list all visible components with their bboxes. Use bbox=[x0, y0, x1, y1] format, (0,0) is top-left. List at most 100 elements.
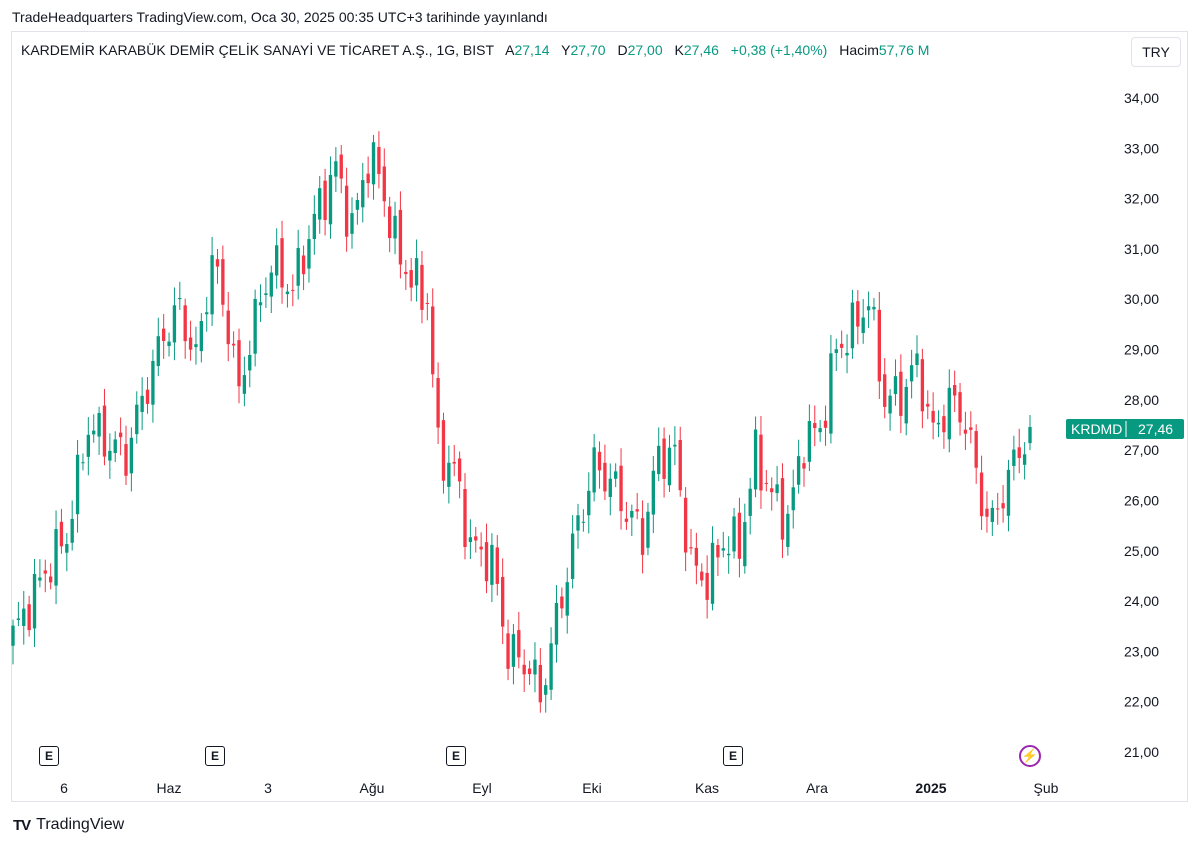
candle-down bbox=[452, 461, 456, 464]
candle-down bbox=[188, 337, 193, 350]
currency-button[interactable]: TRY bbox=[1131, 37, 1181, 67]
candle-up bbox=[490, 544, 494, 585]
price-tag-symbol: KRDMD bbox=[1071, 421, 1122, 437]
candle-down bbox=[603, 462, 607, 492]
candle-up bbox=[269, 272, 273, 297]
candle-down bbox=[856, 301, 860, 327]
tradingview-logo-icon: TV bbox=[13, 816, 31, 834]
candle-down bbox=[420, 264, 424, 310]
candle-up bbox=[75, 454, 80, 515]
high-value: 27,70 bbox=[570, 42, 606, 58]
candle-down bbox=[958, 392, 962, 423]
candle-up bbox=[108, 450, 112, 461]
candle-down bbox=[839, 343, 844, 348]
candle-down bbox=[780, 478, 785, 540]
candle-up bbox=[753, 429, 758, 490]
y-axis-tick-label: 22,00 bbox=[1124, 694, 1159, 710]
candle-up bbox=[361, 180, 365, 208]
candle-up bbox=[393, 215, 397, 239]
candle-up bbox=[646, 511, 650, 548]
candle-up bbox=[97, 413, 101, 437]
candle-down bbox=[59, 521, 64, 547]
x-axis-tick-label: 3 bbox=[264, 780, 272, 796]
candle-down bbox=[409, 270, 413, 288]
candle-up bbox=[328, 174, 333, 225]
y-axis-tick-label: 32,00 bbox=[1124, 191, 1159, 207]
candle-down bbox=[974, 431, 978, 468]
low-value: 27,00 bbox=[627, 42, 663, 58]
low-label: D bbox=[617, 42, 628, 58]
candle-up bbox=[748, 488, 752, 516]
candle-up bbox=[651, 470, 656, 515]
candle-up bbox=[829, 353, 833, 434]
y-axis-tick-label: 25,00 bbox=[1124, 543, 1159, 559]
candle-up bbox=[554, 602, 559, 645]
x-axis-tick-label: Eki bbox=[582, 780, 601, 796]
candle-down bbox=[737, 512, 742, 559]
candle-up bbox=[587, 490, 591, 516]
candle-down bbox=[479, 546, 483, 550]
candle-down bbox=[979, 472, 984, 517]
candle-up bbox=[350, 213, 354, 234]
candle-up bbox=[576, 515, 580, 531]
earnings-event-marker[interactable]: E bbox=[205, 746, 225, 766]
candle-down bbox=[215, 259, 220, 267]
candle-down bbox=[484, 542, 489, 582]
candles bbox=[11, 131, 1032, 713]
lightning-icon[interactable]: ⚡ bbox=[1019, 745, 1041, 767]
x-axis-tick-label: Haz bbox=[157, 780, 182, 796]
candle-up bbox=[81, 462, 85, 464]
change-value: +0,38 (+1,40%) bbox=[730, 42, 828, 58]
candle-up bbox=[581, 521, 586, 523]
candle-up bbox=[38, 577, 42, 581]
candle-up bbox=[258, 302, 263, 306]
candle-up bbox=[92, 430, 96, 435]
candle-down bbox=[145, 389, 150, 404]
candle-down bbox=[366, 173, 370, 184]
x-axis-tick-label: Şub bbox=[1034, 780, 1059, 796]
candle-up bbox=[334, 161, 338, 177]
candle-down bbox=[683, 497, 688, 553]
candle-up bbox=[296, 247, 300, 286]
candle-down bbox=[48, 576, 53, 583]
y-axis-tick-label: 33,00 bbox=[1124, 140, 1159, 156]
candle-down bbox=[969, 427, 973, 430]
publish-caption: TradeHeadquarters TradingView.com, Oca 3… bbox=[12, 9, 548, 25]
candle-down bbox=[161, 328, 166, 342]
price-tag: KRDMD 27,46 bbox=[1066, 419, 1184, 439]
candle-down bbox=[764, 482, 769, 484]
candle-down bbox=[500, 576, 505, 627]
candle-down bbox=[291, 289, 295, 291]
y-axis-tick-label: 30,00 bbox=[1124, 291, 1159, 307]
candle-up bbox=[22, 608, 26, 626]
candle-down bbox=[883, 374, 887, 407]
candle-up bbox=[210, 255, 214, 315]
close-label: K bbox=[674, 42, 684, 58]
candle-up bbox=[242, 375, 247, 394]
candle-down bbox=[398, 209, 403, 265]
candle-down bbox=[339, 154, 343, 179]
candle-up bbox=[893, 376, 898, 395]
earnings-event-marker[interactable]: E bbox=[39, 746, 59, 766]
candle-down bbox=[301, 255, 306, 275]
candle-down bbox=[27, 604, 31, 631]
candle-down bbox=[506, 633, 510, 669]
candle-down bbox=[705, 572, 709, 600]
candle-down bbox=[931, 410, 935, 423]
candle-down bbox=[425, 302, 430, 305]
candle-up bbox=[172, 305, 177, 343]
candle-up bbox=[861, 317, 865, 334]
candle-up bbox=[818, 428, 822, 433]
x-axis-tick-label: 6 bbox=[60, 780, 68, 796]
candle-up bbox=[264, 293, 268, 296]
candle-up bbox=[167, 341, 171, 347]
candle-down bbox=[231, 343, 236, 346]
candle-down bbox=[823, 420, 828, 428]
candle-down bbox=[441, 420, 446, 481]
candle-up bbox=[511, 634, 516, 667]
candle-up bbox=[32, 573, 37, 629]
candle-down bbox=[226, 310, 230, 345]
earnings-event-marker[interactable]: E bbox=[723, 746, 743, 766]
earnings-event-marker[interactable]: E bbox=[446, 746, 466, 766]
